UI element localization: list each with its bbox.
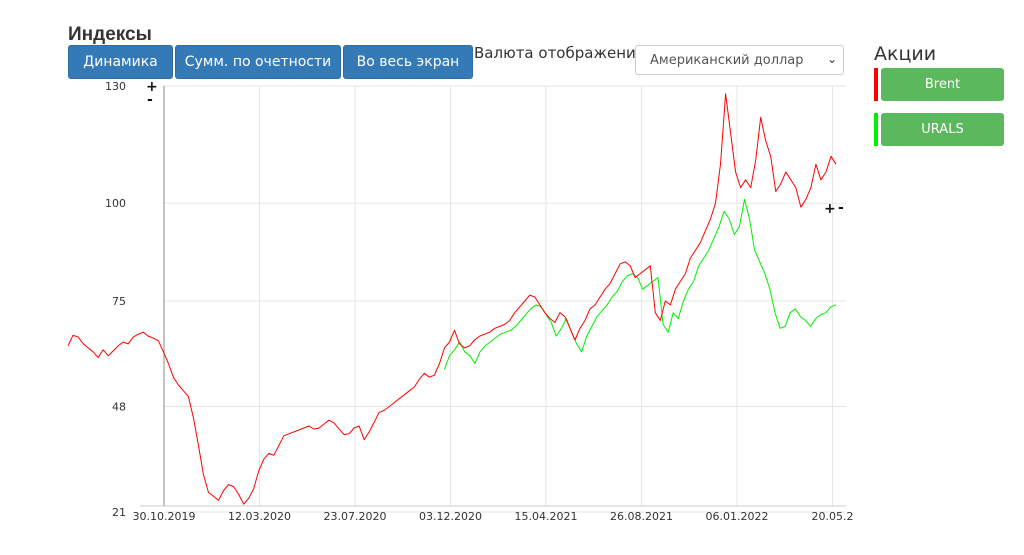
urals-color-marker [874, 113, 878, 146]
y-zoom-plus[interactable]: + [146, 79, 158, 95]
y-tick-label: 130 [105, 80, 126, 93]
currency-label: Валюта отображения [474, 44, 645, 62]
x-tick-label: 20.05.2 [812, 510, 854, 523]
fullscreen-button[interactable]: Во весь экран [343, 45, 473, 79]
y-tick-label: 48 [112, 400, 126, 413]
x-tick-label: 06.01.2022 [706, 510, 769, 523]
urals-button[interactable]: URALS [881, 113, 1004, 146]
y-zoom-minus[interactable]: - [147, 92, 153, 108]
currency-select[interactable]: Американский доллар ⌄ [635, 45, 844, 75]
stocks-title: Акции [874, 43, 937, 65]
y-tick-label: 100 [105, 197, 126, 210]
x-tick-label: 12.03.2020 [228, 510, 291, 523]
chevron-down-icon: ⌄ [826, 52, 837, 66]
series-line-urals [443, 198, 837, 370]
y-tick-label: 75 [112, 295, 126, 308]
x-tick-label: 30.10.2019 [133, 510, 196, 523]
sum-by-order-button[interactable]: Сумм. по очетности [175, 45, 341, 79]
x-tick-label: 26.08.2021 [610, 510, 673, 523]
x-tick-label: 15.04.2021 [515, 510, 578, 523]
x-zoom-plus[interactable]: + [824, 201, 836, 217]
currency-select-value: Американский доллар [650, 52, 804, 68]
brent-button[interactable]: Brent [881, 68, 1004, 101]
x-zoom-minus[interactable]: - [838, 200, 844, 216]
page-title: Индексы [68, 24, 152, 45]
series-line-brent [67, 93, 837, 505]
brent-color-marker [874, 68, 878, 101]
x-tick-label: 23.07.2020 [324, 510, 387, 523]
x-tick-label: 03.12.2020 [419, 510, 482, 523]
dynamics-button[interactable]: Динамика [68, 45, 173, 79]
y-tick-label: 21 [112, 506, 126, 519]
